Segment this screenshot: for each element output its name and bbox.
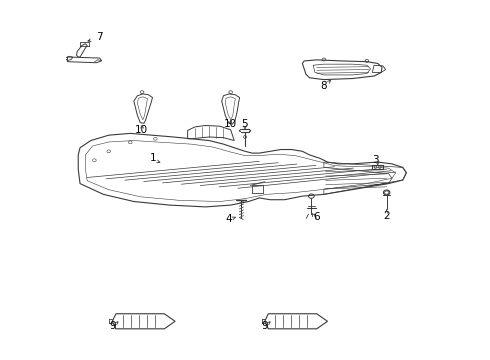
Text: 1: 1 <box>150 153 157 163</box>
Text: 9: 9 <box>109 321 116 331</box>
Text: 10: 10 <box>224 120 237 129</box>
Text: 10: 10 <box>135 125 148 135</box>
Text: 6: 6 <box>314 212 320 222</box>
Text: 9: 9 <box>261 321 268 331</box>
Text: 4: 4 <box>225 215 232 224</box>
Text: 3: 3 <box>372 155 379 165</box>
Text: 7: 7 <box>97 32 103 42</box>
Text: 5: 5 <box>242 120 248 129</box>
Text: 2: 2 <box>383 211 390 221</box>
Text: 8: 8 <box>320 81 327 91</box>
